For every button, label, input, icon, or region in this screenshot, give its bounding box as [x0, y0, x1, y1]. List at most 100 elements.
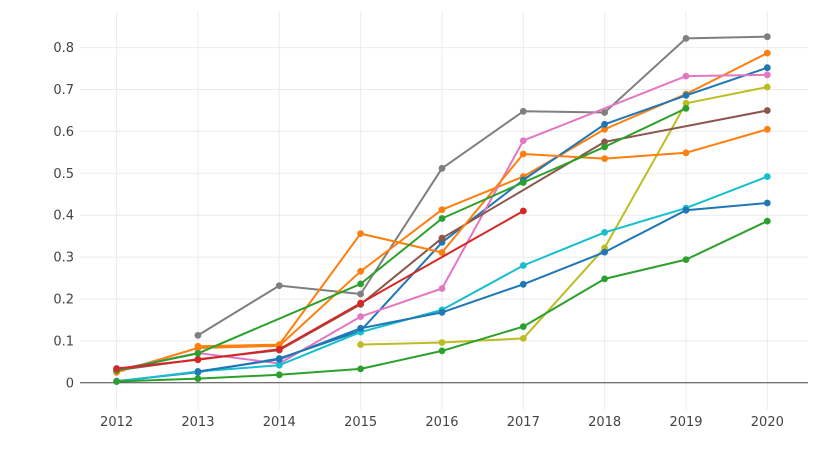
x-tick-label: 2014 [263, 415, 296, 430]
data-point[interactable] [763, 199, 771, 207]
data-point[interactable] [682, 92, 690, 99]
data-point[interactable] [357, 341, 364, 348]
y-tick-label: 0.8 [53, 41, 74, 56]
data-point[interactable] [275, 361, 283, 369]
x-tick-label: 2019 [669, 415, 702, 430]
data-point[interactable] [357, 313, 364, 320]
series-10 [113, 217, 771, 385]
data-point[interactable] [519, 150, 527, 158]
data-point[interactable] [763, 64, 771, 72]
data-point[interactable] [194, 350, 202, 357]
series-7 [194, 125, 771, 350]
data-point[interactable] [275, 282, 283, 289]
data-point[interactable] [763, 83, 771, 91]
data-point[interactable] [275, 371, 283, 379]
data-point[interactable] [438, 164, 446, 172]
data-point[interactable] [357, 299, 364, 307]
data-point[interactable] [113, 365, 120, 372]
data-point[interactable] [601, 125, 608, 133]
data-point[interactable] [682, 105, 690, 112]
data-point[interactable] [763, 107, 771, 114]
series-line [197, 35, 768, 337]
x-tick-label: 2017 [507, 415, 540, 430]
data-point[interactable] [519, 280, 527, 288]
data-point[interactable] [763, 49, 771, 57]
data-point[interactable] [438, 215, 446, 222]
data-point[interactable] [438, 249, 446, 256]
data-point[interactable] [519, 107, 527, 115]
tick-labels: 2012 2013 2014 2015 2016 2017 2018 2019 2020 0 0.1… [53, 41, 784, 430]
data-point[interactable] [194, 368, 202, 375]
x-tick-label: 2018 [588, 415, 621, 430]
data-point[interactable] [601, 155, 608, 163]
data-point[interactable] [601, 275, 608, 283]
data-point[interactable] [357, 290, 364, 298]
y-tick-label: 0.5 [53, 167, 74, 182]
data-point[interactable] [601, 120, 608, 128]
data-point[interactable] [763, 173, 771, 181]
data-point[interactable] [763, 71, 771, 79]
data-point[interactable] [763, 125, 771, 133]
y-tick-label: 0.1 [53, 334, 74, 349]
series-line [197, 128, 768, 348]
data-point[interactable] [519, 335, 527, 342]
series-5 [357, 83, 771, 348]
x-tick-label: 2012 [100, 415, 133, 430]
data-point[interactable] [275, 345, 283, 353]
data-point[interactable] [357, 280, 364, 288]
data-point[interactable] [763, 217, 771, 225]
data-point[interactable] [357, 365, 364, 373]
data-point[interactable] [519, 262, 527, 269]
x-tick-label: 2015 [344, 415, 377, 430]
data-point[interactable] [763, 33, 771, 41]
series-group [113, 33, 771, 385]
series-1 [194, 33, 771, 339]
data-point[interactable] [519, 207, 527, 215]
series-line [360, 86, 768, 346]
series-12 [113, 207, 527, 372]
data-point[interactable] [194, 332, 202, 339]
y-tick-label: 0.2 [53, 292, 74, 307]
data-point[interactable] [438, 285, 446, 292]
data-point[interactable] [601, 143, 608, 151]
data-point[interactable] [601, 229, 608, 236]
data-point[interactable] [357, 324, 364, 332]
data-point[interactable] [682, 256, 690, 263]
data-point[interactable] [275, 355, 283, 363]
y-tick-label: 0.7 [53, 83, 74, 98]
x-tick-label: 2016 [425, 415, 458, 430]
data-point[interactable] [519, 179, 527, 186]
data-point[interactable] [194, 356, 202, 364]
data-point[interactable] [601, 109, 608, 116]
x-tick-label: 2013 [181, 415, 214, 430]
y-tick-label: 0 [66, 376, 74, 391]
data-point[interactable] [682, 99, 690, 107]
y-tick-label: 0.3 [53, 251, 74, 266]
data-point[interactable] [194, 375, 202, 382]
data-point[interactable] [194, 342, 202, 350]
series-9 [194, 199, 771, 375]
data-point[interactable] [438, 339, 446, 346]
data-point[interactable] [682, 206, 690, 214]
data-point[interactable] [438, 309, 446, 316]
data-point[interactable] [601, 248, 608, 256]
y-tick-label: 0.6 [53, 125, 74, 140]
data-point[interactable] [438, 347, 446, 355]
data-point[interactable] [601, 138, 608, 146]
data-point[interactable] [438, 206, 446, 214]
data-point[interactable] [682, 72, 690, 80]
data-point[interactable] [113, 378, 120, 385]
x-tick-label: 2020 [751, 415, 784, 430]
y-tick-label: 0.4 [53, 209, 74, 224]
series-line [116, 73, 768, 371]
data-point[interactable] [438, 234, 446, 242]
series-line [197, 202, 768, 373]
data-point[interactable] [357, 230, 364, 238]
data-point[interactable] [682, 35, 690, 42]
data-point[interactable] [519, 323, 527, 330]
data-point[interactable] [682, 149, 690, 157]
data-point[interactable] [357, 267, 364, 275]
data-point[interactable] [275, 341, 283, 348]
data-point[interactable] [519, 137, 527, 145]
